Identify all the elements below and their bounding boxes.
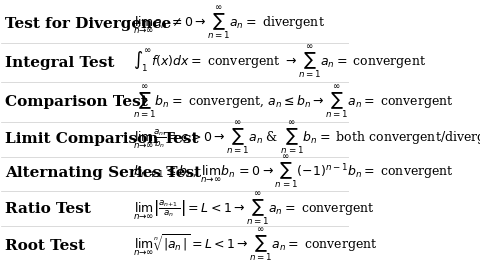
Text: $\lim_{n\to\infty} a_n \neq 0 \rightarrow \sum_{n=1}^{\infty} a_n =$ divergent: $\lim_{n\to\infty} a_n \neq 0 \rightarro… <box>133 5 325 42</box>
Text: $\int_1^{\infty} f(x)dx =$ convergent $\rightarrow \sum_{n=1}^{\infty} a_n =$ co: $\int_1^{\infty} f(x)dx =$ convergent $\… <box>133 44 427 82</box>
Text: Comparison Test: Comparison Test <box>5 95 148 109</box>
Text: $b_{n+1} \leq b_n$, $\lim_{n\to\infty} b_n = 0 \rightarrow \sum_{n=1}^{\infty} (: $b_{n+1} \leq b_n$, $\lim_{n\to\infty} b… <box>133 154 454 191</box>
Text: Alternating Series Test: Alternating Series Test <box>5 166 201 180</box>
Text: Limit Comparison Test: Limit Comparison Test <box>5 132 198 146</box>
Text: $\sum_{n=1}^{\infty} b_n =$ convergent, $a_n \leq b_n \rightarrow \sum_{n=1}^{\i: $\sum_{n=1}^{\infty} b_n =$ convergent, … <box>133 83 454 121</box>
Text: Integral Test: Integral Test <box>5 56 114 70</box>
Text: $\lim_{n\to\infty} \left|\frac{a_{n+1}}{a_n}\right| = L < 1 \rightarrow \sum_{n=: $\lim_{n\to\infty} \left|\frac{a_{n+1}}{… <box>133 191 375 228</box>
Text: $\lim_{n\to\infty} \frac{a_n}{b_n} = c > 0 \rightarrow \sum_{n=1}^{\infty} a_n$ : $\lim_{n\to\infty} \frac{a_n}{b_n} = c >… <box>133 120 480 157</box>
Text: Ratio Test: Ratio Test <box>5 202 91 216</box>
Text: $\lim_{n\to\infty} \sqrt[n]{|a_n|} = L < 1 \rightarrow \sum_{n=1}^{\infty} a_n =: $\lim_{n\to\infty} \sqrt[n]{|a_n|} = L <… <box>133 227 378 264</box>
Text: Test for Divergence: Test for Divergence <box>5 17 171 31</box>
Text: Root Test: Root Test <box>5 239 85 253</box>
